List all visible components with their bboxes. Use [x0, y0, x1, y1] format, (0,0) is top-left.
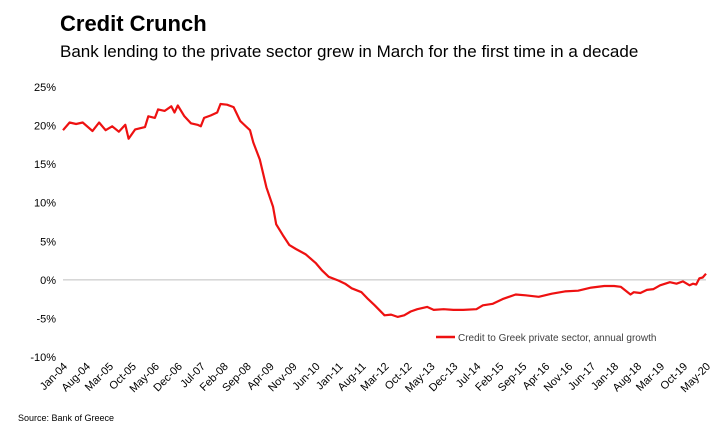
- y-tick-label: 15%: [34, 159, 56, 171]
- y-tick-label: 20%: [34, 121, 56, 133]
- chart-subtitle: Bank lending to the private sector grew …: [60, 42, 639, 61]
- y-tick-label: 10%: [34, 198, 56, 210]
- y-tick-label: 0%: [40, 275, 56, 287]
- y-tick-label: 5%: [40, 236, 56, 248]
- source-note: Source: Bank of Greece: [18, 413, 115, 423]
- legend-label: Credit to Greek private sector, annual g…: [458, 333, 656, 344]
- y-tick-label: 25%: [34, 82, 56, 94]
- y-tick-label: -10%: [30, 352, 56, 364]
- y-axis-ticks: 25% 20% 15% 10% 5% 0% -5% -10%: [30, 82, 56, 364]
- chart-title: Credit Crunch: [60, 11, 207, 36]
- series-line-credit-growth: [62, 102, 707, 318]
- x-axis-ticks: Jan-04Aug-04Mar-05Oct-05May-06Dec-06Jul-…: [38, 361, 713, 395]
- y-tick-label: -5%: [36, 313, 56, 325]
- legend: Credit to Greek private sector, annual g…: [436, 333, 656, 344]
